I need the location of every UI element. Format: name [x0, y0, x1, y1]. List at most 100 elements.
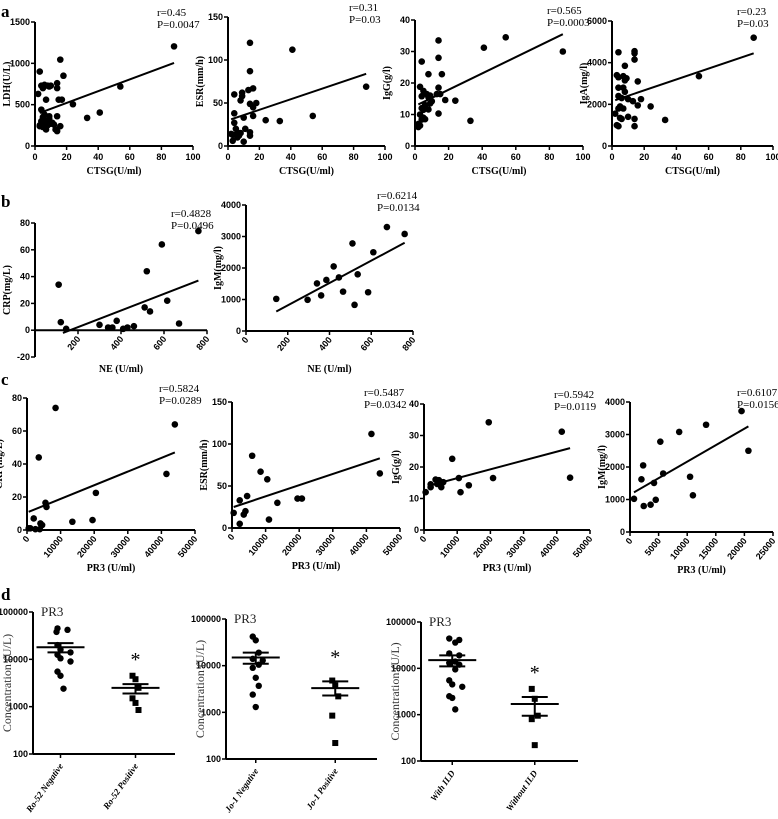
data-point [437, 483, 445, 491]
y-tick-label: 1000 [221, 295, 241, 305]
x-axis-label: NE (U/ml) [307, 364, 351, 375]
y-tick-label: 100000 [0, 607, 28, 617]
r-value: r=0.4828 [171, 208, 212, 220]
y-tick-label: 10000 [3, 654, 28, 664]
data-point [449, 681, 456, 688]
x-tick-label: 40 [671, 152, 681, 162]
r-value: r=0.23 [737, 6, 767, 18]
data-point [45, 112, 53, 120]
data-point [313, 280, 321, 287]
x-tick-label: 0 [418, 534, 429, 544]
x-tick-label: 100 [575, 152, 590, 162]
data-point [401, 230, 408, 238]
data-point [57, 655, 64, 662]
x-tick-label: 100 [185, 152, 200, 162]
x-tick-label: 0 [412, 152, 417, 162]
data-point [418, 92, 426, 100]
data-point [621, 62, 629, 70]
data-point [349, 240, 356, 247]
y-tick-label: 20 [409, 462, 419, 472]
x-axis-label: PR3 (U/ml) [677, 565, 726, 576]
data-point [364, 288, 372, 296]
data-point [89, 516, 96, 524]
data-point [750, 34, 757, 41]
data-point [109, 324, 116, 331]
data-point [634, 102, 642, 109]
data-point [195, 227, 202, 235]
x-tick-label: 20 [639, 152, 649, 162]
regression-line [230, 72, 367, 121]
data-point [36, 68, 44, 75]
data-point [30, 515, 38, 522]
x-tick-label: 5000 [643, 536, 664, 558]
data-point [234, 134, 241, 141]
data-point [435, 37, 442, 44]
data-point [304, 296, 311, 304]
data-point [146, 308, 154, 315]
y-tick-label: 500 [15, 100, 30, 110]
data-point [446, 635, 453, 642]
x-tick-label: 0 [225, 152, 230, 162]
y-tick-label: 2000 [221, 263, 241, 273]
category-label: Ro-52 Positive [101, 761, 141, 812]
data-point [236, 520, 244, 528]
y-tick-label: 10000 [391, 663, 416, 673]
x-tick-label: 60 [125, 152, 135, 162]
y-tick-label: 0 [218, 141, 223, 151]
data-point [446, 659, 453, 667]
chart-title: PR3 [41, 604, 63, 619]
data-point [255, 682, 262, 690]
data-point [689, 491, 697, 499]
y-axis-label: ESR(mm/h) [199, 439, 210, 490]
y-tick-label: 0 [414, 525, 419, 535]
data-point [485, 418, 493, 426]
data-point [245, 86, 252, 94]
data-point [246, 67, 254, 75]
data-point [657, 438, 664, 445]
data-point [559, 48, 567, 55]
regression-line [275, 241, 406, 313]
data-point [257, 468, 264, 476]
y-tick-label: 80 [12, 393, 22, 403]
chart-a4: 0 2000 4000 6000 0 20 40 60 80 100 CTSG(U/ml) IgA(m… [579, 6, 778, 177]
p-value: P=0.0156 [737, 399, 778, 411]
data-point [422, 488, 429, 496]
chart-a3: 0 10 20 30 40 0 20 40 60 80 100 CTSG(U/ml) IgG(g/l) r… [382, 5, 591, 177]
chart-title: PR3 [234, 611, 256, 626]
data-point [272, 295, 280, 303]
y-tick-label: 4000 [221, 200, 241, 210]
y-tick-label: 60 [20, 245, 30, 255]
x-tick-label: 0 [609, 152, 614, 162]
data-point [686, 473, 694, 481]
y-tick-label: 1500 [10, 17, 30, 27]
data-point [35, 454, 43, 461]
data-point [143, 267, 151, 275]
y-tick-label: 100 [401, 756, 416, 766]
data-point [631, 115, 638, 123]
data-point [702, 421, 710, 429]
data-point [631, 122, 638, 130]
data-point [248, 452, 256, 460]
data-point [130, 322, 138, 330]
data-point [265, 516, 273, 523]
panel-label-d: d [1, 585, 11, 604]
regression-line [633, 425, 749, 494]
data-point [230, 119, 238, 127]
data-point [383, 223, 391, 231]
x-tick-label: 100 [765, 152, 778, 162]
data-point [34, 90, 42, 98]
x-tick-label: 10000 [668, 536, 692, 562]
x-tick-label: 50000 [571, 534, 595, 560]
data-point [330, 263, 337, 270]
data-point [317, 292, 325, 299]
x-tick-label: 60 [317, 152, 327, 162]
data-point [695, 72, 703, 80]
data-point [252, 674, 259, 681]
regression-line [233, 457, 381, 508]
x-tick-label: 0 [21, 534, 32, 544]
data-point [457, 488, 464, 496]
data-point [624, 113, 632, 121]
x-axis-label: NE (U/ml) [99, 364, 143, 375]
data-point [69, 518, 76, 526]
